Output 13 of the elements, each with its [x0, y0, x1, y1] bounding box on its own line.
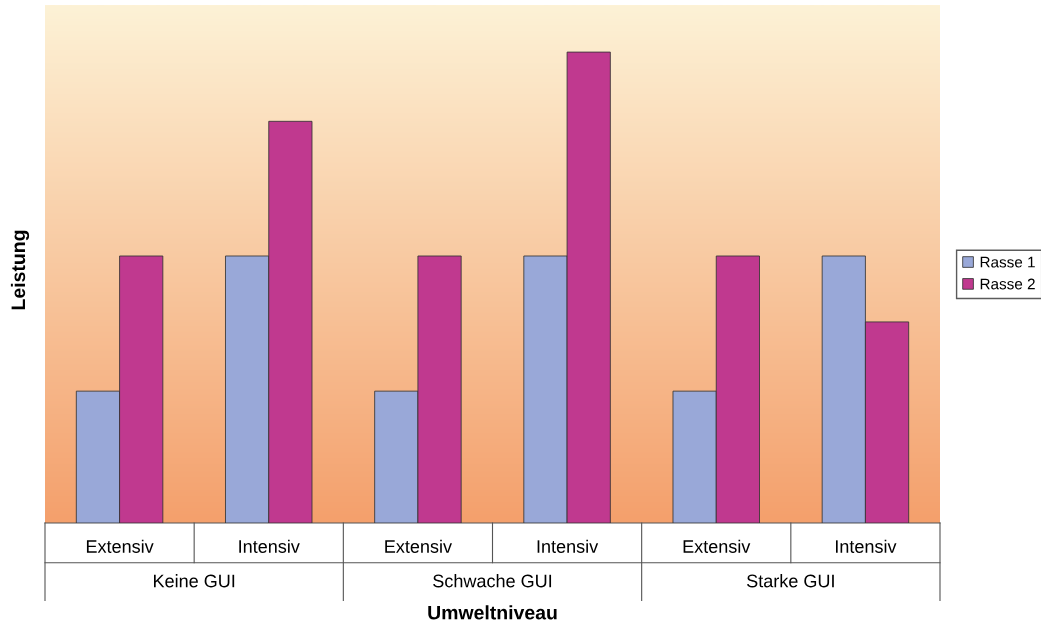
x-tick-label: Intensiv — [239, 539, 300, 553]
legend-label: Rasse 1 — [980, 256, 1035, 268]
x-tick-label: Intensiv — [537, 539, 599, 553]
x-tick-label: Extensiv — [683, 539, 751, 553]
x-tick-label: Extensiv — [86, 539, 154, 553]
x-tick-label: Extensiv — [385, 539, 452, 553]
y-axis-title: Leistung — [10, 230, 30, 310]
text: Starke GUI — [747, 574, 834, 588]
x-axis-title: Umweltniveau — [428, 605, 557, 620]
text: Keine GUI — [154, 574, 235, 588]
text: Schwache GUI — [433, 574, 552, 588]
legend-label: Rasse 2 — [980, 278, 1035, 290]
x-tick-label: Intensiv — [835, 539, 897, 553]
